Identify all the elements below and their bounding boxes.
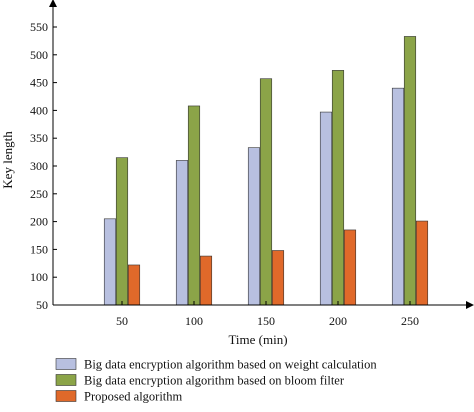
legend-swatch — [55, 374, 77, 386]
y-ticks: 50 100 150 200 250 300 350 400 450 500 550 — [30, 20, 57, 312]
x-tick-label: 100 — [185, 314, 203, 328]
bar-series1-100 — [175, 160, 189, 306]
y-tick-label: 450 — [30, 76, 48, 90]
x-ticks: 50 100 150 200 250 — [116, 301, 419, 328]
y-tick-label: 50 — [36, 298, 48, 312]
bar-series3-50 — [127, 264, 141, 306]
legend-swatch — [55, 358, 77, 370]
x-tick-label: 250 — [401, 314, 419, 328]
y-tick-label: 400 — [30, 103, 48, 117]
y-tick-label: 350 — [30, 131, 48, 145]
x-tick-label: 150 — [257, 314, 275, 328]
y-tick-label: 150 — [30, 242, 48, 256]
y-tick-label: 550 — [30, 20, 48, 34]
legend-label: Big data encryption algorithm based on w… — [84, 358, 377, 372]
bar-series3-200 — [343, 229, 357, 306]
bar-series2-150 — [259, 78, 273, 306]
y-tick-label: 200 — [30, 215, 48, 229]
legend-swatch — [55, 390, 77, 402]
bar-series3-100 — [199, 255, 213, 306]
bar-series3-150 — [271, 250, 285, 306]
x-tick-label: 50 — [116, 314, 128, 328]
y-tick-label: 500 — [30, 48, 48, 62]
bar-series2-200 — [331, 70, 345, 306]
bars — [103, 36, 429, 306]
x-axis-label: Time (min) — [228, 332, 287, 347]
y-tick-label: 250 — [30, 187, 48, 201]
y-tick-label: 100 — [30, 270, 48, 284]
bar-series2-100 — [187, 105, 201, 306]
bar-series3-250 — [415, 220, 429, 306]
legend: Big data encryption algorithm based on w… — [55, 358, 377, 404]
bar-series1-50 — [103, 218, 117, 306]
bar-series2-250 — [403, 36, 417, 306]
y-tick-label: 300 — [30, 159, 48, 173]
bar-series1-150 — [247, 147, 261, 306]
legend-label: Proposed algorithm — [84, 390, 183, 404]
y-axis-label: Key length — [0, 131, 15, 189]
bar-series1-250 — [391, 87, 405, 306]
bar-series1-200 — [319, 111, 333, 306]
bar-series2-50 — [115, 157, 129, 306]
legend-label: Big data encryption algorithm based on b… — [84, 374, 345, 388]
x-tick-label: 200 — [329, 314, 347, 328]
